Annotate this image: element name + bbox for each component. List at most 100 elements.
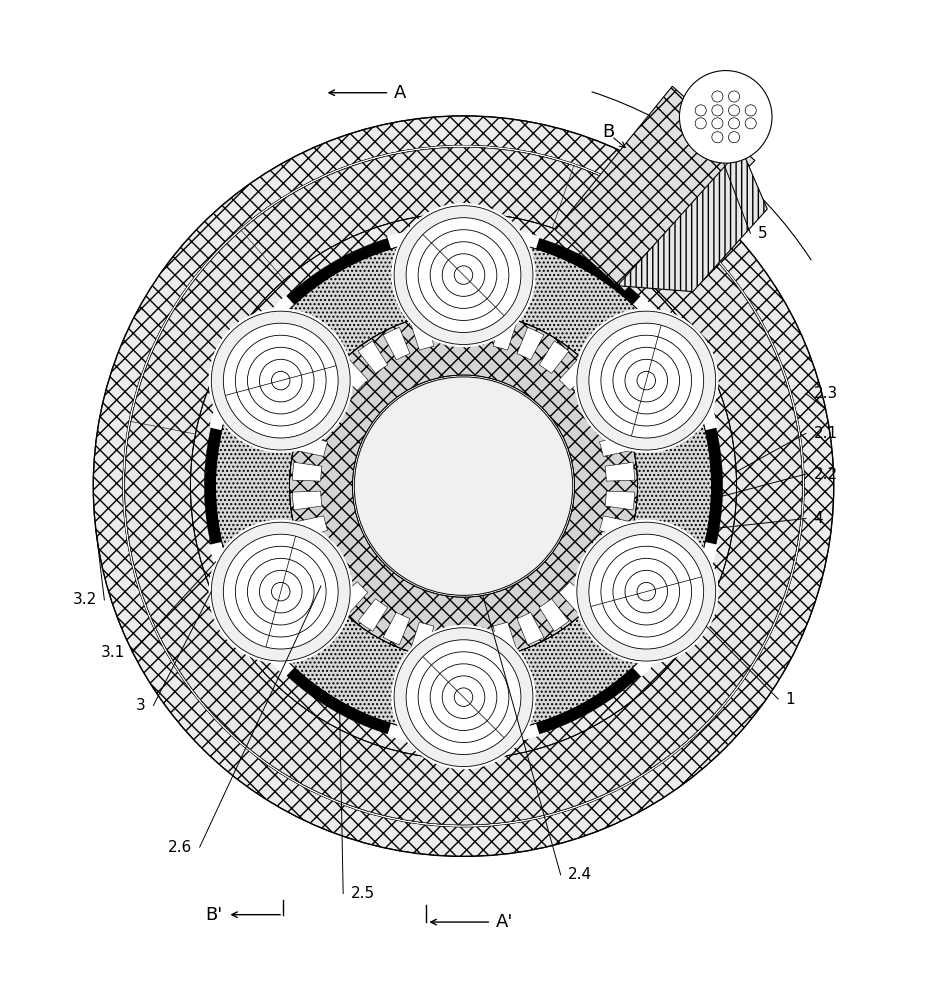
Text: B': B' xyxy=(206,906,222,924)
Wedge shape xyxy=(625,539,717,677)
Wedge shape xyxy=(383,327,410,360)
Wedge shape xyxy=(625,295,717,433)
Wedge shape xyxy=(600,433,631,456)
Circle shape xyxy=(209,519,353,664)
Wedge shape xyxy=(559,359,590,390)
Wedge shape xyxy=(576,381,609,410)
Wedge shape xyxy=(493,622,516,654)
Wedge shape xyxy=(292,462,322,481)
Wedge shape xyxy=(605,462,635,481)
Circle shape xyxy=(729,91,740,102)
Wedge shape xyxy=(318,381,351,410)
Wedge shape xyxy=(296,433,327,456)
Text: 2.2: 2.2 xyxy=(813,467,837,482)
Wedge shape xyxy=(387,713,540,747)
Text: 2.1: 2.1 xyxy=(813,426,837,441)
Text: 3.2: 3.2 xyxy=(72,592,97,607)
Circle shape xyxy=(260,570,302,613)
Circle shape xyxy=(574,308,718,453)
Circle shape xyxy=(391,203,536,347)
Wedge shape xyxy=(210,539,302,677)
Circle shape xyxy=(454,266,473,284)
Circle shape xyxy=(260,359,302,402)
Wedge shape xyxy=(125,147,802,806)
Circle shape xyxy=(394,206,533,344)
Circle shape xyxy=(235,335,326,426)
Circle shape xyxy=(454,688,473,706)
Text: A': A' xyxy=(496,913,514,931)
Circle shape xyxy=(712,118,723,129)
Wedge shape xyxy=(125,147,686,825)
Wedge shape xyxy=(493,319,516,350)
Circle shape xyxy=(625,570,667,613)
Circle shape xyxy=(223,534,338,649)
Circle shape xyxy=(729,118,740,129)
Wedge shape xyxy=(600,516,631,539)
Wedge shape xyxy=(605,491,635,510)
Circle shape xyxy=(272,582,290,601)
Wedge shape xyxy=(305,540,337,567)
Circle shape xyxy=(406,640,521,755)
Circle shape xyxy=(442,676,485,718)
Wedge shape xyxy=(383,612,410,645)
Wedge shape xyxy=(305,406,337,433)
Text: B: B xyxy=(602,123,614,141)
Circle shape xyxy=(577,311,716,450)
Wedge shape xyxy=(439,315,459,345)
Wedge shape xyxy=(540,341,569,373)
Circle shape xyxy=(625,359,667,402)
Wedge shape xyxy=(439,628,459,657)
Circle shape xyxy=(223,323,338,438)
Wedge shape xyxy=(215,238,712,722)
Wedge shape xyxy=(125,166,802,825)
Wedge shape xyxy=(318,562,351,592)
Circle shape xyxy=(123,145,804,827)
Polygon shape xyxy=(617,148,768,292)
Circle shape xyxy=(589,323,704,438)
Wedge shape xyxy=(241,147,802,825)
Circle shape xyxy=(729,105,740,116)
Circle shape xyxy=(215,238,712,734)
Wedge shape xyxy=(215,250,712,734)
Circle shape xyxy=(248,558,314,625)
Wedge shape xyxy=(125,166,802,825)
Circle shape xyxy=(745,118,756,129)
Circle shape xyxy=(94,116,833,856)
Circle shape xyxy=(418,230,509,320)
Wedge shape xyxy=(411,622,434,654)
Circle shape xyxy=(574,519,718,664)
Wedge shape xyxy=(576,562,609,592)
Wedge shape xyxy=(468,315,488,345)
Text: 2.5: 2.5 xyxy=(350,886,375,901)
Circle shape xyxy=(601,335,692,426)
Circle shape xyxy=(430,664,497,730)
Circle shape xyxy=(637,371,655,390)
Text: 3: 3 xyxy=(136,698,146,713)
Wedge shape xyxy=(292,491,322,510)
Wedge shape xyxy=(590,406,622,433)
Wedge shape xyxy=(358,341,387,373)
Text: 4: 4 xyxy=(813,511,823,526)
Text: 1: 1 xyxy=(785,692,795,707)
Circle shape xyxy=(613,347,679,414)
Text: 2.6: 2.6 xyxy=(168,840,192,855)
Wedge shape xyxy=(125,147,802,806)
Wedge shape xyxy=(215,238,629,734)
Circle shape xyxy=(729,132,740,143)
Circle shape xyxy=(354,377,573,595)
Circle shape xyxy=(248,347,314,414)
Wedge shape xyxy=(296,516,327,539)
Wedge shape xyxy=(337,359,368,390)
Polygon shape xyxy=(555,86,755,292)
Circle shape xyxy=(211,522,350,661)
Wedge shape xyxy=(517,612,544,645)
Circle shape xyxy=(712,132,723,143)
Wedge shape xyxy=(411,319,434,350)
Circle shape xyxy=(272,371,290,390)
Wedge shape xyxy=(387,225,540,260)
Circle shape xyxy=(637,582,655,601)
Wedge shape xyxy=(337,582,368,613)
Circle shape xyxy=(406,218,521,332)
Circle shape xyxy=(209,308,353,453)
Wedge shape xyxy=(210,295,302,433)
